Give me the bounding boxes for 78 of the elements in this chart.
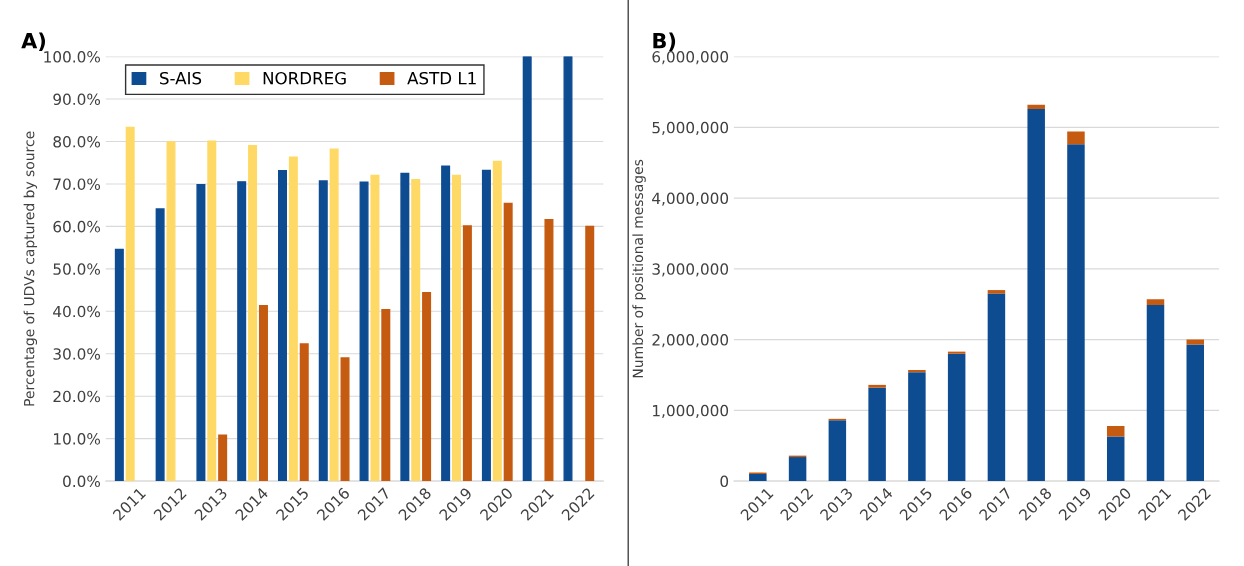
bar bbox=[155, 208, 165, 482]
bar bbox=[1146, 299, 1165, 305]
bar bbox=[381, 308, 391, 482]
bar bbox=[462, 225, 472, 482]
bar bbox=[522, 56, 532, 482]
bar bbox=[908, 372, 926, 482]
bar bbox=[947, 353, 966, 482]
bar bbox=[329, 148, 339, 482]
y-tick-label: 70.0% bbox=[53, 178, 101, 190]
bar bbox=[218, 434, 228, 482]
bar bbox=[248, 145, 258, 482]
bar bbox=[868, 387, 886, 482]
bar bbox=[908, 370, 926, 373]
bar bbox=[400, 172, 410, 482]
y-tick-label: 100.0% bbox=[44, 51, 101, 63]
bar bbox=[207, 140, 217, 482]
bar bbox=[1186, 339, 1205, 345]
y-tick-label: 10.0% bbox=[54, 433, 101, 445]
y-tick-label: 0.0% bbox=[63, 475, 101, 488]
bar bbox=[318, 180, 328, 482]
y-tick-label: 0 bbox=[720, 475, 729, 488]
bar bbox=[1027, 108, 1045, 482]
y-axis-title: Percentage of UDVs captured by source bbox=[23, 131, 38, 406]
bar bbox=[788, 457, 807, 482]
bar bbox=[114, 248, 124, 482]
bar bbox=[749, 474, 767, 482]
bar bbox=[987, 290, 1006, 294]
bar bbox=[1106, 425, 1125, 437]
bar bbox=[277, 170, 287, 482]
bar bbox=[868, 384, 886, 388]
bar bbox=[196, 184, 206, 482]
y-tick-label: 3,000,000 bbox=[652, 263, 729, 277]
bar bbox=[258, 305, 268, 482]
bar bbox=[166, 141, 176, 482]
bar bbox=[125, 126, 135, 482]
bar bbox=[585, 225, 595, 482]
bar bbox=[1067, 131, 1085, 145]
y-tick-label: 4,000,000 bbox=[652, 192, 729, 206]
bar bbox=[1027, 104, 1045, 109]
bar bbox=[237, 181, 247, 482]
y-tick-label: 80.0% bbox=[53, 135, 101, 148]
bar bbox=[422, 291, 432, 482]
y-axis-title: Number of positional messages bbox=[632, 159, 646, 378]
legend-label: ASTD L1 bbox=[407, 71, 476, 85]
y-tick-label: 5,000,000 bbox=[652, 121, 729, 135]
y-tick-label: 1,000,000 bbox=[653, 404, 729, 418]
chart-title: B) bbox=[653, 32, 676, 52]
bar bbox=[503, 202, 513, 482]
bar bbox=[299, 343, 309, 482]
bar bbox=[947, 351, 966, 354]
bar bbox=[481, 169, 491, 482]
bar bbox=[1067, 144, 1085, 482]
bar bbox=[359, 181, 369, 482]
bar bbox=[544, 218, 554, 482]
chart-title: A) bbox=[21, 32, 45, 52]
bar bbox=[563, 56, 573, 482]
legend-label: S-AIS bbox=[160, 71, 202, 85]
y-tick-label: 60.0% bbox=[53, 220, 101, 233]
y-tick-label: 20.0% bbox=[53, 390, 101, 403]
y-tick-label: 40.0% bbox=[53, 305, 101, 318]
bar bbox=[1146, 304, 1165, 482]
y-tick-label: 50.0% bbox=[53, 263, 101, 275]
y-tick-label: 2,000,000 bbox=[652, 334, 729, 348]
y-tick-label: 30.0% bbox=[53, 348, 101, 360]
bar bbox=[1106, 436, 1125, 482]
legend-label: NORDREG bbox=[263, 71, 346, 85]
y-tick-label: 6,000,000 bbox=[652, 51, 729, 65]
bar bbox=[441, 165, 451, 482]
bar bbox=[411, 179, 421, 482]
bar bbox=[370, 174, 380, 482]
y-tick-label: 90.0% bbox=[53, 93, 101, 106]
bar bbox=[492, 160, 502, 482]
bar bbox=[340, 357, 350, 482]
bar bbox=[1186, 344, 1205, 482]
bar bbox=[987, 293, 1006, 482]
bar bbox=[288, 156, 298, 482]
bar bbox=[828, 420, 847, 482]
bar bbox=[452, 174, 462, 482]
